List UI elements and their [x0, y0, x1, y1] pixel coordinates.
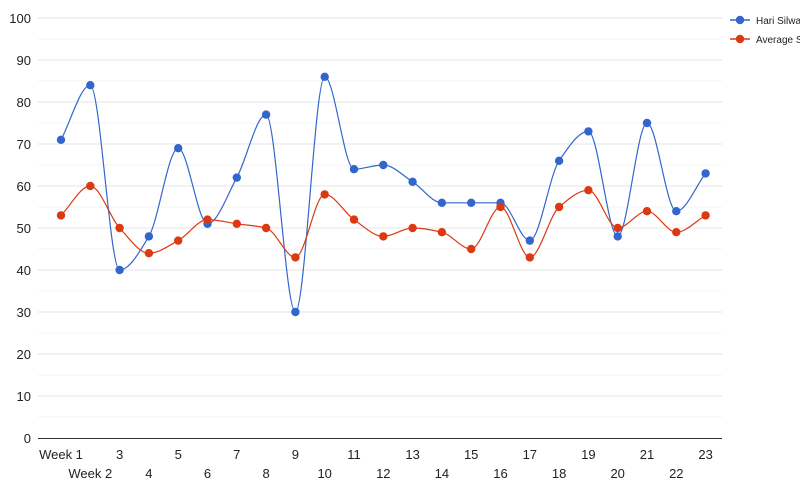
data-point — [291, 253, 300, 262]
data-point — [467, 244, 476, 254]
data-point — [349, 165, 359, 174]
data-point — [56, 211, 66, 220]
legend-item[interactable]: Hari Silwa — [730, 15, 800, 27]
data-point — [261, 110, 271, 119]
gridlines — [38, 17, 722, 418]
x-tick-label: 12 — [376, 466, 390, 481]
data-point — [115, 223, 124, 233]
series — [56, 72, 710, 317]
data-point — [437, 228, 447, 237]
x-tick-label: Week 1 — [39, 447, 83, 462]
x-tick-label: 15 — [464, 447, 478, 462]
y-tick-label: 90 — [17, 53, 31, 68]
x-tick-label: 9 — [292, 447, 299, 462]
y-tick-label: 0 — [24, 431, 31, 446]
data-point — [642, 118, 652, 128]
data-point — [554, 156, 564, 165]
data-point — [525, 236, 534, 245]
series-2 — [56, 181, 710, 262]
x-tick-label: 22 — [669, 466, 683, 481]
legend-item[interactable]: Average S — [730, 34, 800, 46]
data-point — [525, 253, 534, 262]
x-tick-label: 21 — [640, 447, 654, 462]
x-tick-label: 19 — [581, 447, 595, 462]
data-point — [408, 177, 417, 186]
data-point — [144, 232, 154, 241]
x-tick-label: 14 — [435, 466, 449, 481]
legend-label: Hari Silwa — [756, 16, 800, 27]
data-point — [232, 219, 241, 228]
y-tick-label: 30 — [17, 305, 31, 320]
data-point — [554, 202, 564, 212]
series-line — [60, 185, 706, 259]
x-axis: Week 1 Week 2 3 4 5 6 7 8 9 10 11 12 13 14 15 16 17 18 19 2… — [38, 438, 722, 481]
series-1 — [56, 72, 710, 317]
y-tick-label: 80 — [17, 95, 31, 110]
data-point — [320, 72, 329, 82]
data-point — [203, 215, 212, 224]
series-line — [60, 76, 707, 313]
data-point — [613, 223, 622, 233]
data-point — [86, 181, 95, 191]
x-tick-label: 5 — [175, 447, 182, 462]
x-tick-label: 6 — [204, 466, 211, 481]
x-tick-label: 3 — [116, 447, 123, 462]
data-point — [291, 307, 300, 317]
data-point — [437, 198, 447, 207]
legend-label: Average S — [756, 35, 800, 46]
x-tick-label: 10 — [317, 466, 331, 481]
y-tick-label: 50 — [17, 221, 31, 236]
x-tick-label: 11 — [347, 447, 361, 462]
x-tick-label: 17 — [523, 447, 537, 462]
x-tick-label: 16 — [493, 466, 507, 481]
data-point — [379, 160, 388, 170]
data-point — [56, 135, 66, 144]
y-tick-label: 40 — [17, 263, 31, 278]
data-point — [642, 207, 652, 216]
x-tick-label: 8 — [262, 466, 269, 481]
data-point — [174, 236, 183, 245]
data-point — [349, 215, 359, 224]
x-tick-label: 23 — [698, 447, 712, 462]
x-tick-label: 13 — [405, 447, 419, 462]
data-point — [496, 202, 505, 212]
y-tick-label: 20 — [17, 347, 31, 362]
data-point — [115, 265, 124, 275]
x-tick-label: 7 — [233, 447, 240, 462]
data-point — [584, 127, 593, 136]
data-point — [672, 228, 681, 237]
data-point — [672, 207, 681, 216]
x-tick-label: Week 2 — [68, 466, 112, 481]
data-point — [320, 190, 329, 199]
y-tick-label: 60 — [17, 179, 31, 194]
data-point — [408, 223, 417, 233]
data-point — [613, 232, 622, 241]
data-point — [379, 232, 388, 241]
data-point — [174, 144, 183, 153]
x-tick-label: 4 — [145, 466, 152, 481]
y-tick-label: 100 — [9, 11, 31, 26]
data-point — [584, 186, 593, 195]
data-point — [261, 223, 271, 233]
data-point — [86, 81, 95, 90]
data-point — [701, 169, 710, 178]
legend-marker — [735, 34, 745, 44]
data-point — [701, 211, 710, 220]
x-tick-label: 20 — [610, 466, 624, 481]
data-point — [144, 249, 154, 258]
data-point — [232, 173, 241, 182]
legend-marker — [735, 15, 745, 25]
x-tick-label: 18 — [552, 466, 566, 481]
y-tick-label: 70 — [17, 137, 31, 152]
data-point — [467, 198, 476, 207]
y-axis: 0 10 20 30 40 50 60 70 80 90 100 — [9, 11, 31, 446]
y-tick-label: 10 — [17, 389, 31, 404]
legend[interactable]: Hari Silwa Average S — [730, 15, 800, 46]
